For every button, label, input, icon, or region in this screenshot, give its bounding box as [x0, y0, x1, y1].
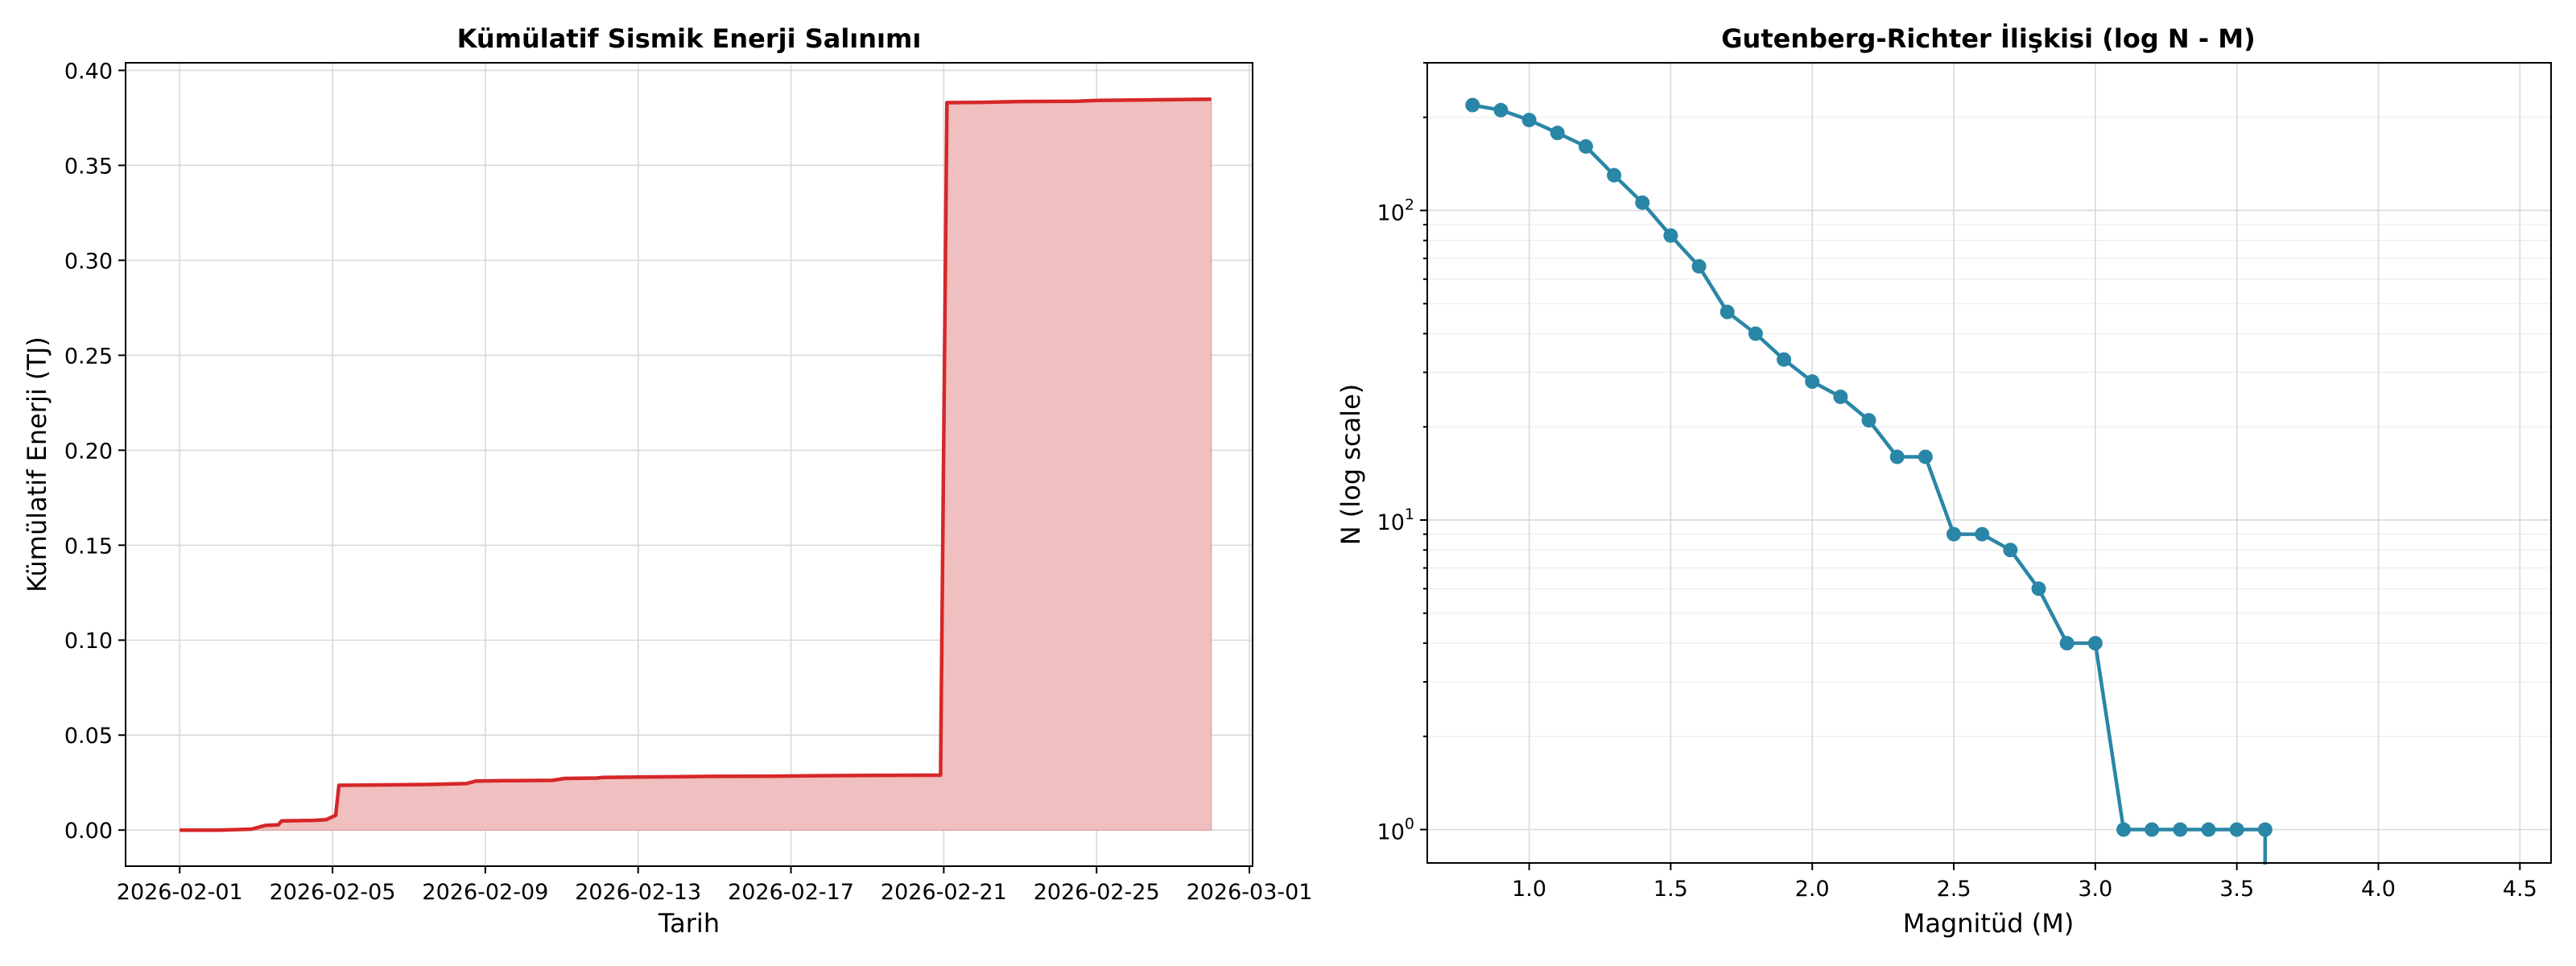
gr-y-tick-base: 10: [1377, 820, 1405, 845]
gr-data-point: [1748, 326, 1763, 341]
energy-y-tick-label: 0.20: [64, 439, 113, 464]
gr-y-tick-base: 10: [1377, 510, 1405, 535]
energy-y-tick-label: 0.35: [64, 154, 113, 179]
gr-x-tick-label: 2.0: [1795, 877, 1830, 902]
gr-data-point: [1918, 449, 1933, 464]
gr-y-axis-label: N (log scale): [1335, 384, 1366, 545]
gr-x-axis-label: Magnitüd (M): [1903, 908, 2074, 939]
energy-y-tick-label: 0.40: [64, 59, 113, 84]
gr-data-point: [2031, 581, 2046, 597]
gr-data-point: [2257, 822, 2273, 837]
gr-data-point: [1946, 526, 1962, 542]
gr-x-tick-label: 2.5: [1937, 877, 1971, 902]
energy-chart-title: Kümülatif Sismik Enerji Salınımı: [457, 23, 922, 54]
gr-data-point: [1521, 113, 1537, 128]
gr-data-point: [2201, 822, 2216, 837]
energy-plot-frame: [125, 62, 1253, 867]
gr-y-tick-exponent: 0: [1405, 815, 1414, 833]
gr-data-point: [1861, 413, 1876, 428]
energy-x-tick-label: 2026-02-17: [728, 880, 854, 905]
gr-data-point: [2059, 636, 2074, 651]
gr-data-point: [2145, 822, 2160, 837]
gr-data-point: [2003, 543, 2018, 558]
gr-data-point: [1607, 167, 1622, 183]
gr-data-point: [1493, 102, 1509, 118]
gr-data-point: [2087, 636, 2103, 651]
gr-y-tick-exponent: 2: [1405, 196, 1414, 213]
gr-plot-frame: [1426, 62, 2552, 864]
gr-x-tick-label: 3.5: [2219, 877, 2254, 902]
gr-data-point: [2229, 822, 2244, 837]
gr-chart-title: Gutenberg-Richter İlişkisi (log N - M): [1721, 23, 2255, 54]
gr-data-point: [1550, 126, 1565, 141]
gr-y-tick-label: 100: [1377, 815, 1414, 845]
energy-y-tick-label: 0.10: [64, 629, 113, 654]
energy-y-tick-label: 0.30: [64, 249, 113, 274]
gr-x-tick-label: 3.0: [2078, 877, 2112, 902]
energy-x-tick-label: 2026-02-21: [881, 880, 1007, 905]
energy-y-axis-label: Kümülatif Enerji (TJ): [22, 336, 52, 592]
energy-x-tick-label: 2026-02-09: [422, 880, 548, 905]
gr-data-point: [1691, 258, 1707, 274]
energy-x-tick-label: 2026-03-01: [1187, 880, 1313, 905]
gr-data-point: [1889, 449, 1905, 464]
energy-x-tick-label: 2026-02-13: [575, 880, 701, 905]
gr-x-tick-label: 4.0: [2361, 877, 2396, 902]
energy-chart: Kümülatif Sismik Enerji Salınımı 2026-02…: [22, 23, 1313, 939]
gr-data-point: [1635, 195, 1650, 210]
gutenberg-richter-chart: Gutenberg-Richter İlişkisi (log N - M) 1…: [1335, 23, 2552, 939]
gr-y-tick-label: 101: [1377, 506, 1414, 535]
gr-y-tick-exponent: 1: [1405, 506, 1414, 523]
energy-y-tick-label: 0.25: [64, 344, 113, 369]
energy-x-axis-label: Tarih: [658, 908, 720, 939]
gr-data-point: [2173, 822, 2188, 837]
energy-series-line: [180, 97, 1212, 832]
gr-x-tick-label: 1.0: [1512, 877, 1546, 902]
energy-x-tick-label: 2026-02-25: [1034, 880, 1160, 905]
gr-y-tick-label: 102: [1377, 196, 1414, 225]
gr-data-point: [2116, 822, 2132, 837]
gr-data-point: [1975, 526, 1990, 542]
gr-x-tick-label: 1.5: [1653, 877, 1688, 902]
energy-x-tick-label: 2026-02-01: [117, 880, 243, 905]
gr-y-tick-base: 10: [1377, 200, 1405, 225]
gr-data-point: [1833, 389, 1848, 404]
gr-data-point: [1663, 228, 1678, 243]
gr-data-point: [1578, 138, 1593, 154]
gr-data-point: [1805, 374, 1820, 390]
gr-data-point: [1777, 352, 1792, 367]
gr-data-point: [1719, 304, 1735, 320]
gr-data-point: [1465, 97, 1480, 113]
energy-y-tick-label: 0.15: [64, 534, 113, 559]
energy-x-tick-label: 2026-02-05: [270, 880, 396, 905]
gr-x-tick-label: 4.5: [2503, 877, 2537, 902]
energy-y-tick-label: 0.00: [64, 819, 113, 844]
energy-y-tick-label: 0.05: [64, 724, 113, 749]
